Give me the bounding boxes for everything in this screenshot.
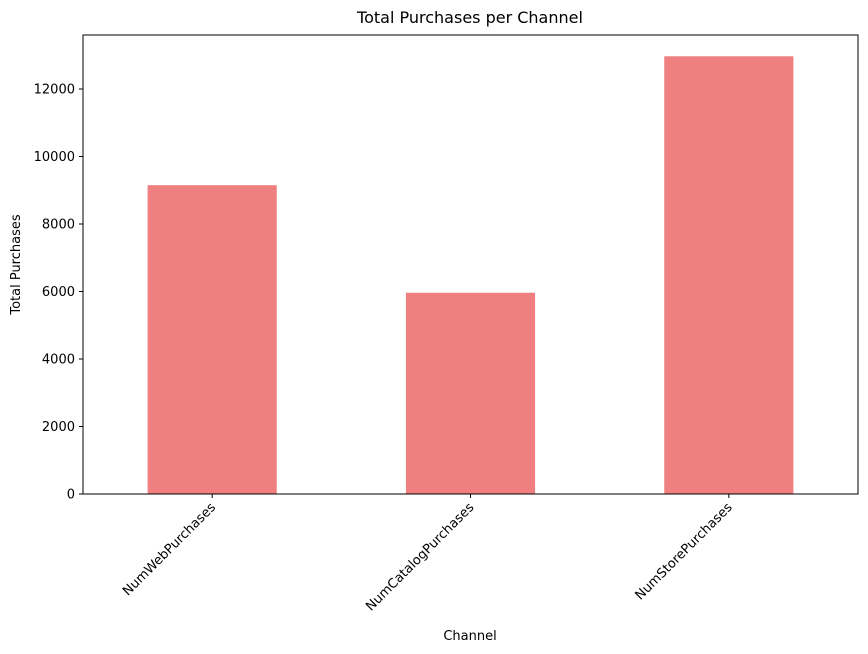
y-axis-ticks: 0 2000 4000 6000 8000 10000 12000 [34,83,83,503]
x-tick-label: NumWebPurchases [120,500,219,599]
x-axis-ticks: NumWebPurchases NumCatalogPurchases NumSto… [120,494,736,614]
x-tick-label: NumCatalogPurchases [363,500,477,614]
y-axis-label: Total Purchases [9,214,24,316]
y-tick-label: 2000 [42,420,75,435]
bars-group [147,56,794,494]
y-tick-label: 0 [67,488,75,503]
bar-NumWebPurchases [147,185,277,494]
chart-title: Total Purchases per Channel [356,8,583,27]
y-tick-label: 10000 [34,150,75,165]
plot-frame [82,34,859,495]
bar-NumCatalogPurchases [405,292,536,494]
x-tick-label: NumStorePurchases [633,500,736,603]
x-axis-label: Channel [443,629,496,644]
y-tick-label: 12000 [34,83,75,98]
y-tick-label: 8000 [42,218,75,233]
bar-NumStorePurchases [664,56,794,494]
y-tick-label: 4000 [42,353,75,368]
y-tick-label: 6000 [42,285,75,300]
